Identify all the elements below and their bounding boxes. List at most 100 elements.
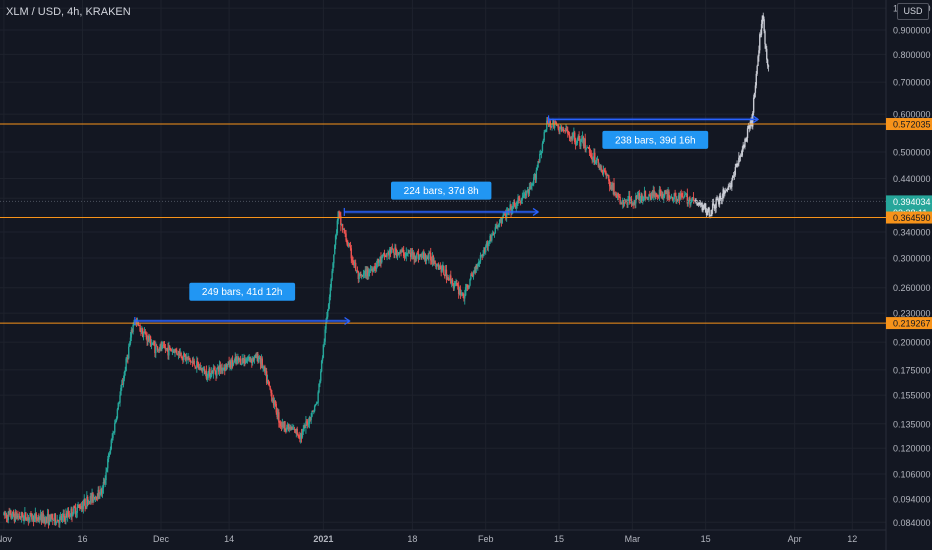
candle-body xyxy=(626,201,628,206)
candle-body xyxy=(354,262,357,271)
candle-body xyxy=(600,168,602,170)
candle-body xyxy=(109,448,112,454)
candle-body xyxy=(320,371,322,381)
candle-body xyxy=(455,282,457,284)
candle-body xyxy=(595,159,598,163)
candle-body xyxy=(418,256,421,260)
candle-body xyxy=(252,357,255,360)
candle-body xyxy=(345,233,347,241)
candle-body xyxy=(95,496,98,498)
candle-body xyxy=(614,194,616,196)
candle-body xyxy=(493,232,496,235)
candle-body xyxy=(508,209,510,211)
candle-body xyxy=(654,194,656,197)
candle-body xyxy=(49,514,51,522)
candle-body xyxy=(119,395,121,403)
candle-body xyxy=(172,350,174,352)
candle-body xyxy=(18,516,21,518)
candle-body xyxy=(694,200,696,202)
candle-body xyxy=(239,358,242,365)
time-tick-label: 14 xyxy=(224,534,234,544)
candle-body xyxy=(89,496,92,503)
range-arrowhead xyxy=(752,115,760,124)
candle-body xyxy=(33,516,36,522)
candle-body xyxy=(162,344,164,346)
candle-body xyxy=(441,266,443,273)
candle-body xyxy=(550,125,552,128)
candle-body xyxy=(281,422,284,427)
candle-body xyxy=(329,287,332,297)
candle-body xyxy=(685,193,688,195)
candle-body xyxy=(272,399,275,406)
candle-body xyxy=(585,148,587,150)
candle-body xyxy=(257,354,259,362)
candle-body xyxy=(463,295,465,299)
price-tick-label: 0.900000 xyxy=(893,25,931,35)
candle-body xyxy=(468,285,470,289)
candle-body xyxy=(742,144,744,150)
candle-body xyxy=(640,194,642,199)
candle-body xyxy=(684,194,687,196)
candle-body xyxy=(539,153,542,155)
candle-body xyxy=(215,371,217,376)
price-tick-label: 0.230000 xyxy=(893,309,931,319)
candle-body xyxy=(650,192,653,200)
candle-body xyxy=(28,517,30,521)
candle-body xyxy=(287,424,290,430)
candle-body xyxy=(622,200,625,205)
candle-body xyxy=(612,182,614,190)
candle-body xyxy=(524,194,526,195)
candle-body xyxy=(328,296,331,305)
candle-body xyxy=(575,143,578,145)
candle-body xyxy=(365,269,367,277)
candle-body xyxy=(16,515,18,518)
candle-body xyxy=(216,368,218,376)
candle-body xyxy=(529,186,531,190)
candle-body xyxy=(177,350,180,355)
candle-body xyxy=(193,360,195,366)
candle-body xyxy=(388,252,390,256)
candle-body xyxy=(355,270,358,272)
candle-body xyxy=(203,368,205,370)
symbol-title[interactable]: XLM / USD, 4h, KRAKEN xyxy=(6,6,131,18)
price-tick-label: 0.175000 xyxy=(893,365,931,375)
candle-body xyxy=(316,402,318,404)
candle-body xyxy=(305,421,307,429)
candle-body xyxy=(282,422,284,428)
candle-body xyxy=(715,198,717,208)
candle-body xyxy=(175,349,177,351)
candle-body xyxy=(8,511,10,514)
candle-body xyxy=(347,244,350,247)
candle-body xyxy=(526,189,529,192)
candle-body xyxy=(688,197,690,202)
candle-body xyxy=(500,219,503,223)
range-label: 224 bars, 37d 8h xyxy=(404,186,479,197)
time-tick-label: Feb xyxy=(478,534,494,544)
candle-body xyxy=(111,437,113,441)
candle-body xyxy=(746,128,749,139)
currency-button[interactable]: USD xyxy=(897,3,929,20)
candle-body xyxy=(300,433,303,438)
candle-body xyxy=(544,131,546,133)
candle-body xyxy=(105,471,107,481)
candle-body xyxy=(195,367,197,369)
candle-body xyxy=(27,517,30,521)
candle-body xyxy=(96,497,99,500)
candle-body xyxy=(164,347,167,350)
candle-body xyxy=(247,358,250,360)
candle-body xyxy=(521,197,524,200)
candle-body xyxy=(725,190,727,192)
candle-body xyxy=(169,346,171,349)
candle-body xyxy=(313,411,315,412)
candle-body xyxy=(743,144,745,148)
candle-body xyxy=(433,260,435,264)
candle-body xyxy=(578,135,580,141)
candle-body xyxy=(99,494,101,497)
candle-body xyxy=(148,336,151,341)
candle-body xyxy=(205,370,208,379)
candle-body xyxy=(501,217,503,223)
candle-body xyxy=(636,195,639,197)
candle-body xyxy=(539,153,541,162)
candle-body xyxy=(128,346,130,359)
